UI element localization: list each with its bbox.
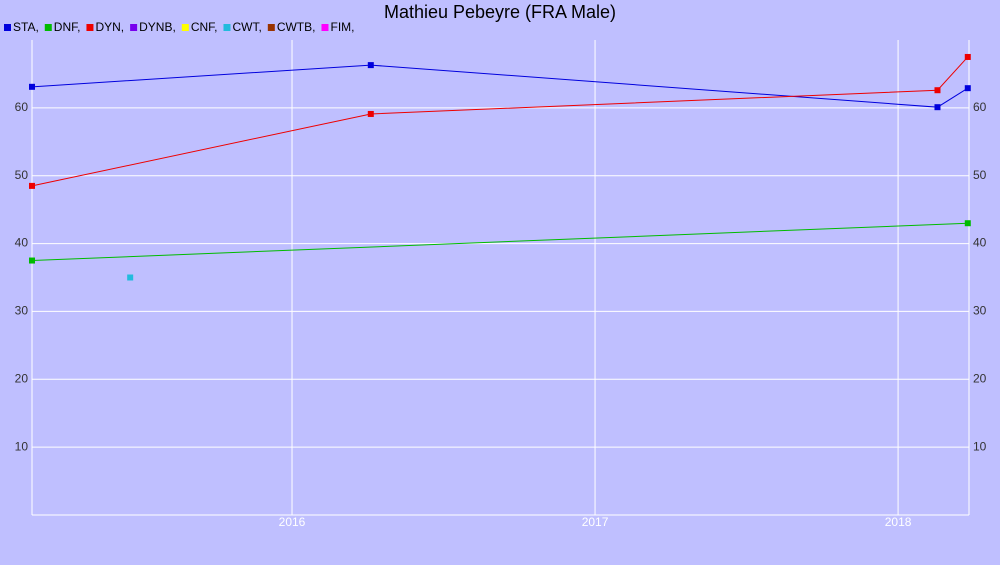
data-point: [127, 274, 134, 281]
data-point: [934, 104, 941, 111]
legend-label: DNF,: [54, 20, 81, 34]
legend-swatch: [44, 24, 52, 31]
series-line: [31, 64, 969, 108]
legend-swatch: [130, 24, 138, 31]
data-point: [29, 257, 35, 264]
x-tick-label: 2017: [582, 515, 609, 529]
y2-tick-label: 50: [973, 168, 987, 182]
data-point: [367, 110, 374, 117]
data-point: [964, 53, 971, 60]
legend-label: STA,: [13, 20, 39, 34]
data-point: [29, 83, 35, 90]
legend-label: CNF,: [191, 20, 218, 34]
legend-label: DYNB,: [139, 20, 176, 34]
y-tick-label: 60: [15, 100, 29, 114]
y-tick-label: 40: [15, 236, 29, 250]
legend-swatch: [321, 24, 329, 31]
legend-swatch: [223, 24, 231, 31]
legend-label: FIM,: [330, 20, 354, 34]
y2-tick-label: 30: [973, 304, 987, 318]
chart-title: Mathieu Pebeyre (FRA Male): [384, 2, 616, 22]
y-tick-label: 30: [15, 304, 29, 318]
legend-swatch: [86, 24, 94, 31]
y2-tick-label: 10: [973, 439, 987, 453]
x-tick-label: 2018: [885, 515, 912, 529]
data-point: [29, 182, 35, 189]
y-tick-label: 10: [15, 439, 29, 453]
y2-tick-label: 40: [973, 236, 987, 250]
data-point: [367, 62, 374, 69]
data-point: [964, 220, 971, 227]
data-point: [964, 85, 971, 92]
y2-tick-label: 60: [973, 100, 987, 114]
legend-swatch: [4, 24, 11, 31]
x-tick-label: 2016: [279, 515, 306, 529]
legend-swatch: [267, 24, 275, 31]
y-tick-label: 20: [15, 371, 29, 385]
data-point: [934, 87, 941, 94]
legend-swatch: [181, 24, 189, 31]
y-tick-label: 50: [15, 168, 29, 182]
legend-label: CWT,: [232, 20, 261, 34]
legend-label: DYN,: [95, 20, 124, 34]
y2-tick-label: 20: [973, 371, 987, 385]
series-line: [31, 222, 968, 262]
series-line: [31, 56, 969, 187]
legend-label: CWTB,: [277, 20, 316, 34]
